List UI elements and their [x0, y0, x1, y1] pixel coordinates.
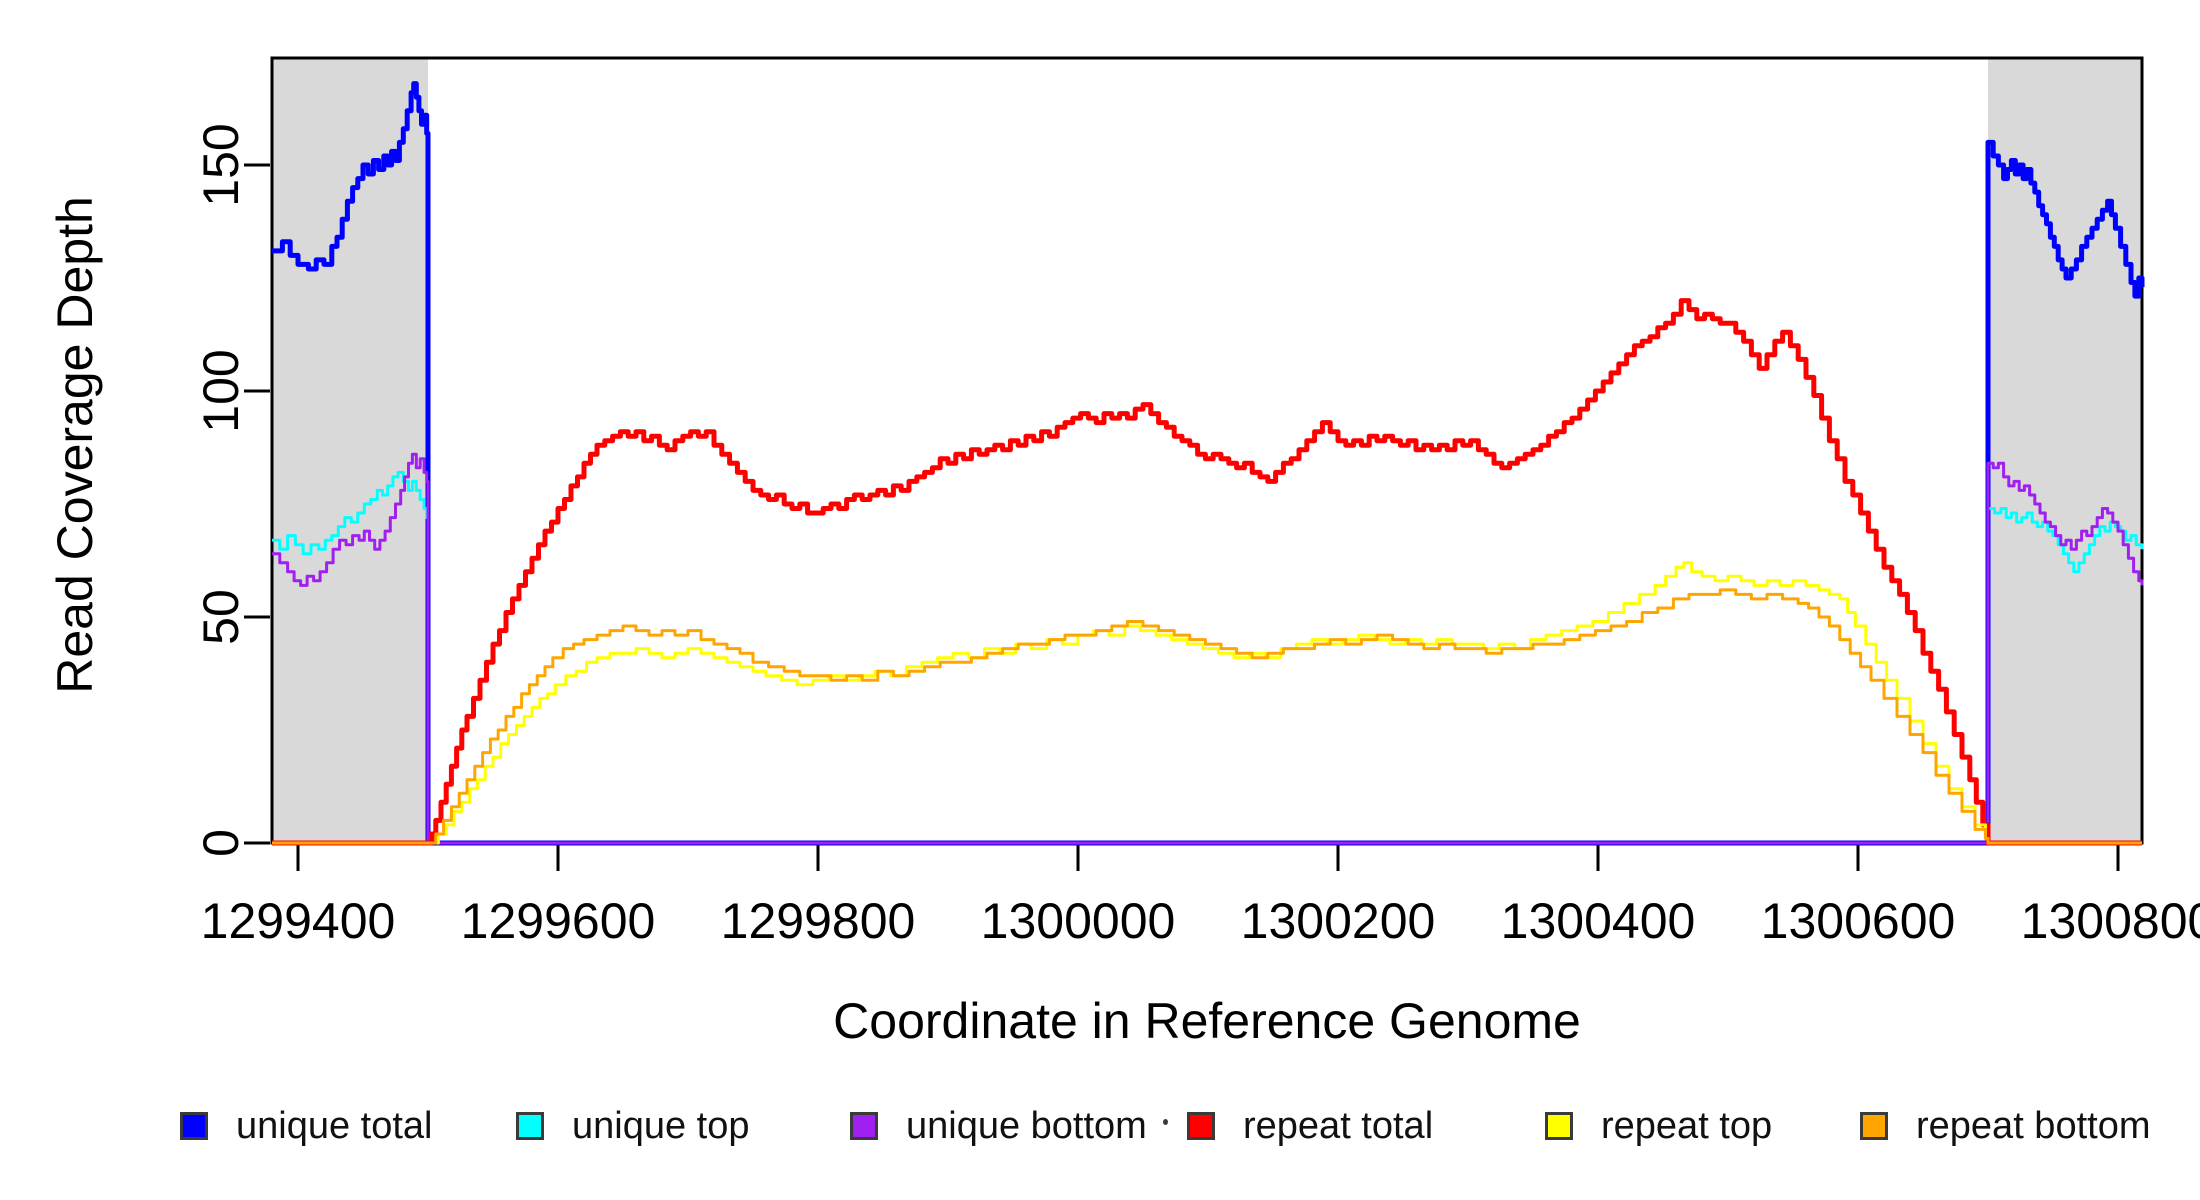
legend-swatch-icon — [1860, 1112, 1888, 1140]
legend-label: unique bottom — [906, 1104, 1147, 1147]
legend-label: repeat top — [1601, 1104, 1773, 1147]
stray-dot-mark — [1163, 1119, 1168, 1125]
series-line-repeat-total — [272, 298, 2142, 846]
legend-item-repeat-bottom: repeat bottom — [1860, 1098, 2150, 1154]
legend-swatch-icon — [850, 1112, 878, 1140]
x-tick-label: 1300400 — [1501, 893, 1696, 949]
x-tick-label: 1300800 — [2021, 893, 2200, 949]
y-tick-label: 50 — [193, 589, 249, 645]
series-line-unique-top — [272, 470, 2144, 845]
y-axis-title: Read Coverage Depth — [47, 196, 103, 694]
series-line-unique-total — [272, 81, 2145, 846]
plot-border-box — [270, 56, 2144, 845]
shaded-flank-regions — [272, 58, 2142, 843]
legend-label: unique top — [572, 1104, 750, 1147]
legend-swatch-icon — [516, 1112, 544, 1140]
series-line-repeat-top — [272, 561, 2142, 845]
axis-ticks: 1299400 1299600 1299800 1300000 1300200 13004… — [193, 123, 2200, 949]
shaded-region-1 — [1988, 58, 2142, 843]
series-line-repeat-bottom — [272, 588, 2142, 845]
legend-item-repeat-total: repeat total — [1187, 1098, 1433, 1154]
x-tick-label: 1299800 — [721, 893, 916, 949]
legend: unique total unique top unique bottom repea… — [0, 1098, 2200, 1154]
legend-label: unique total — [236, 1104, 433, 1147]
legend-label: repeat total — [1243, 1104, 1434, 1147]
y-tick-label: 100 — [193, 349, 249, 432]
y-tick-label: 0 — [193, 829, 249, 857]
legend-swatch-icon — [180, 1112, 208, 1140]
x-tick-label: 1299400 — [201, 893, 396, 949]
series-lines — [272, 81, 2145, 846]
legend-item-unique-top: unique top — [516, 1098, 750, 1154]
legend-item-unique-bottom: unique bottom — [850, 1098, 1147, 1154]
x-tick-label: 1300000 — [981, 893, 1176, 949]
x-axis-title: Coordinate in Reference Genome — [833, 993, 1581, 1049]
shaded-region-0 — [272, 58, 428, 843]
legend-item-unique-total: unique total — [180, 1098, 433, 1154]
legend-item-repeat-top: repeat top — [1545, 1098, 1772, 1154]
series-line-unique-bottom — [272, 452, 2144, 845]
x-tick-label: 1299600 — [461, 893, 656, 949]
legend-swatch-icon — [1187, 1112, 1215, 1140]
legend-label: repeat bottom — [1916, 1104, 2151, 1147]
x-tick-label: 1300600 — [1761, 893, 1956, 949]
legend-swatch-icon — [1545, 1112, 1573, 1140]
x-tick-label: 1300200 — [1241, 893, 1436, 949]
y-tick-label: 150 — [193, 123, 249, 206]
